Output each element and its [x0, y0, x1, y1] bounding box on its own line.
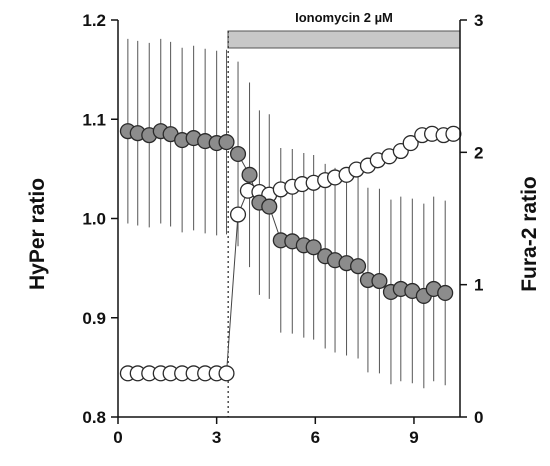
series-line-right: [127, 133, 454, 374]
left-y-tick-label: 0.8: [82, 408, 106, 427]
left-axis-title: HyPer ratio: [26, 178, 49, 290]
data-point-filled: [241, 166, 258, 183]
left-y-tick-label: 1.1: [82, 110, 106, 129]
annotation-label: Ionomycin 2 µM: [295, 10, 393, 25]
right-y-tick-label: 2: [474, 143, 483, 162]
data-point-filled: [437, 284, 454, 301]
data-point-filled: [218, 134, 235, 151]
data-point-open: [229, 206, 247, 223]
x-tick-label: 6: [311, 428, 320, 447]
right-axis-title: Fura-2 ratio: [518, 176, 541, 292]
data-point-filled: [350, 258, 367, 275]
plot-marks: [119, 31, 462, 417]
data-point-filled: [261, 198, 278, 215]
right-y-tick-label: 1: [474, 276, 483, 295]
data-point-filled: [229, 145, 247, 163]
left-y-tick-label: 0.9: [82, 309, 106, 328]
data-point-open: [445, 125, 462, 142]
x-tick-label: 9: [409, 428, 418, 447]
data-point-open: [402, 135, 419, 152]
x-tick-label: 0: [113, 428, 122, 447]
right-y-tick-label: 3: [474, 11, 483, 30]
left-y-tick-label: 1.2: [82, 11, 106, 30]
x-tick-label: 3: [212, 428, 221, 447]
axes: 0 3 6 9 0.8 0.9 1.0 1.1 1.2 0 1 2 3: [82, 11, 483, 447]
left-y-tick-label: 1.0: [82, 210, 106, 229]
data-point-filled: [371, 272, 388, 290]
annotation-bar: [227, 30, 461, 49]
data-point-filled: [305, 239, 322, 256]
right-y-tick-label: 0: [474, 408, 483, 427]
data-point-open: [218, 365, 235, 382]
